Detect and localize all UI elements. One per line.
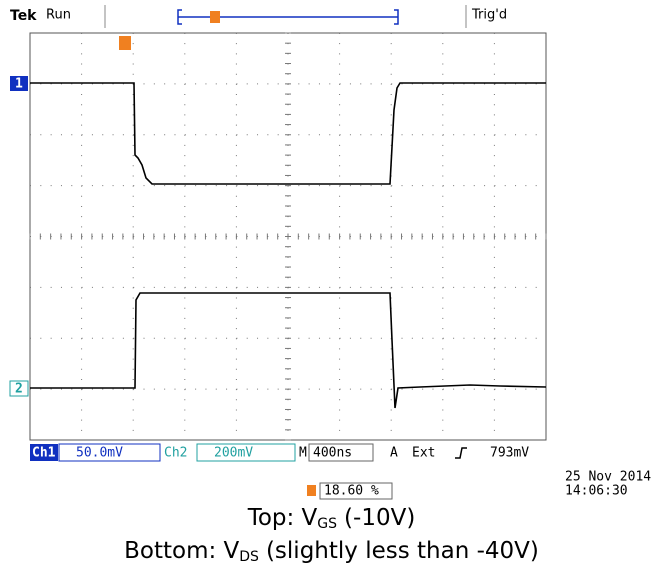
ch1-label: Ch1 xyxy=(32,446,56,461)
ch2-marker-box xyxy=(9,380,29,397)
ch1-trace xyxy=(30,82,546,185)
trigger-marker xyxy=(119,36,131,50)
graticule xyxy=(29,32,547,441)
ch2-marker: 2 xyxy=(15,382,23,397)
trigger-level: 793mV xyxy=(490,446,529,461)
trigger-pos-box xyxy=(319,482,393,500)
caption-text: Bottom: V xyxy=(124,538,240,564)
run-status: Run xyxy=(46,8,71,23)
caption-subscript: GS xyxy=(317,516,338,532)
caption-line: Top: VGS (-10V) xyxy=(0,505,663,532)
ch2-trace xyxy=(30,292,547,409)
trigger-status: Trig'd xyxy=(471,8,507,23)
date: 25 Nov 2014 xyxy=(565,470,651,485)
caption-text: (slightly less than -40V) xyxy=(265,538,539,564)
scope-screen: Tek Run Trig'd 1 2 Ch1 50.0mV Ch2 200mV … xyxy=(9,5,651,500)
caption-subscript: DS xyxy=(239,549,259,565)
time-scale: 400ns xyxy=(313,446,352,461)
time-scale-box xyxy=(308,443,374,462)
trigger-label: A xyxy=(390,446,398,461)
ch1-marker-box xyxy=(10,76,28,91)
ch2-scale-box xyxy=(196,443,296,462)
time: 14:06:30 xyxy=(565,484,628,499)
caption-text: (-10V) xyxy=(344,505,416,531)
trigger-position: 18.60 % xyxy=(324,484,379,499)
trigger-icon xyxy=(210,11,220,23)
ch2-scale: 200mV xyxy=(214,446,253,461)
ch1-label-box xyxy=(30,444,58,461)
trigger-source: Ext xyxy=(412,446,435,461)
brand: Tek xyxy=(10,8,37,24)
time-label: M xyxy=(299,446,307,461)
trigger-pos-icon xyxy=(307,485,316,496)
trigger-slope xyxy=(455,447,467,459)
caption-line: Bottom: VDS (slightly less than -40V) xyxy=(0,538,663,565)
ch1-scale-box xyxy=(58,443,161,462)
caption-text: Top: V xyxy=(247,505,318,531)
ch2-label: Ch2 xyxy=(164,446,187,461)
ch1-marker: 1 xyxy=(15,77,23,92)
ch1-scale: 50.0mV xyxy=(76,446,123,461)
